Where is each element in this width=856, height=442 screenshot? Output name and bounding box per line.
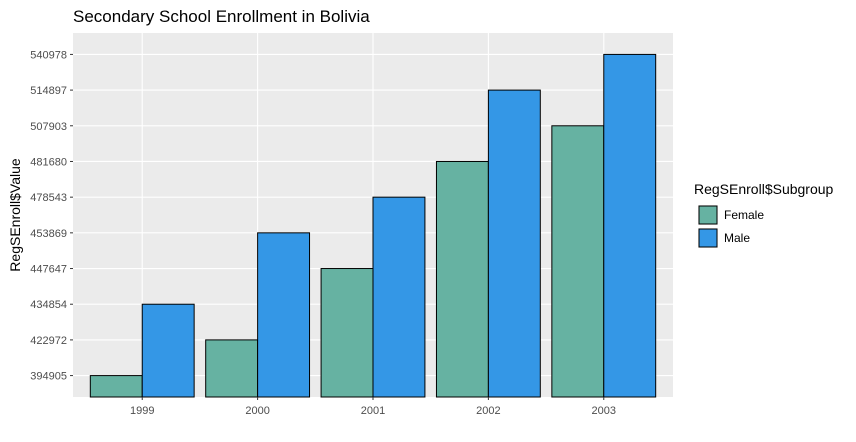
bar-male-2000 [258,233,310,397]
y-tick-label: 394905 [30,371,67,383]
legend-title: RegSEnroll$Subgroup [694,181,834,197]
y-tick-label: 478543 [30,192,67,204]
legend-label-female: Female [724,208,764,222]
y-axis: 394905 422972 434854 447647 453869 478543 4816… [30,49,73,382]
bar-female-2003 [552,126,604,397]
bar-female-2001 [321,269,373,397]
x-tick-label: 1999 [130,405,154,417]
y-tick-label: 447647 [30,264,67,276]
y-tick-label: 507903 [30,121,67,133]
legend-label-male: Male [724,231,750,245]
legend: RegSEnroll$Subgroup Female Male [694,181,834,248]
y-tick-label: 514897 [30,85,67,97]
x-tick-label: 2000 [245,405,269,417]
x-tick-label: 2001 [361,405,385,417]
bar-male-2002 [488,90,540,397]
y-tick-label: 434854 [30,299,67,311]
bar-male-2003 [604,54,656,397]
bar-male-2001 [373,197,425,397]
legend-key-male [699,229,717,247]
y-tick-label: 453869 [30,228,67,240]
chart-title: Secondary School Enrollment in Bolivia [73,7,370,26]
x-tick-label: 2003 [592,405,616,417]
bar-female-1999 [90,376,142,397]
y-axis-title: RegSEnroll$Value [7,158,23,272]
y-tick-label: 481680 [30,156,67,168]
bar-female-2002 [436,161,488,397]
x-tick-label: 2002 [476,405,500,417]
legend-items: Female Male [698,205,764,248]
legend-key-female [699,206,717,224]
bar-male-1999 [142,304,194,397]
y-tick-label: 422972 [30,335,67,347]
bar-female-2000 [206,340,258,397]
x-axis: 1999 2000 2001 2002 2003 [130,397,616,417]
y-tick-label: 540978 [30,49,67,61]
